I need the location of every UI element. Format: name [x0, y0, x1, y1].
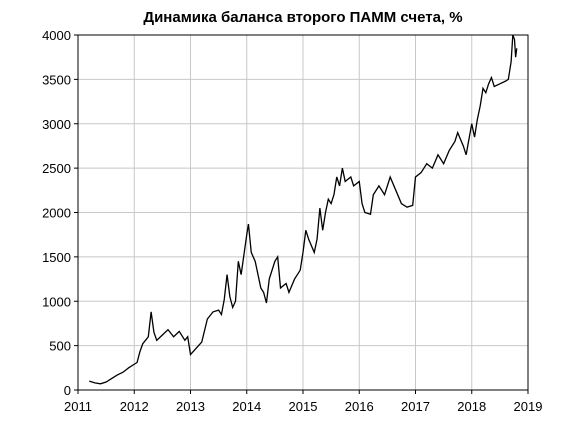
y-tick-label: 0 [64, 383, 71, 398]
x-tick-label: 2018 [457, 399, 486, 414]
x-tick-label: 2012 [120, 399, 149, 414]
x-tick-label: 2014 [232, 399, 261, 414]
x-tick-label: 2011 [64, 399, 92, 414]
y-tick-label: 1000 [42, 294, 71, 309]
plot-frame [77, 34, 529, 391]
chart-title: Динамика баланса второго ПАММ счета, % [143, 9, 462, 26]
data-line [89, 34, 518, 385]
y-tick-label: 1500 [42, 250, 71, 265]
x-tick-label: 2015 [289, 399, 318, 414]
y-tick-label: 2500 [42, 161, 71, 176]
y-tick-label: 500 [49, 339, 71, 354]
x-tick-label: 2016 [345, 399, 374, 414]
x-tick-label: 2017 [401, 399, 430, 414]
y-tick-label: 3000 [42, 117, 71, 132]
x-tick-label: 2013 [176, 399, 205, 414]
y-tick-label: 4000 [42, 28, 71, 43]
y-tick-label: 2000 [42, 206, 71, 221]
x-tick-label: 2019 [514, 399, 543, 414]
y-tick-label: 3500 [42, 72, 71, 87]
